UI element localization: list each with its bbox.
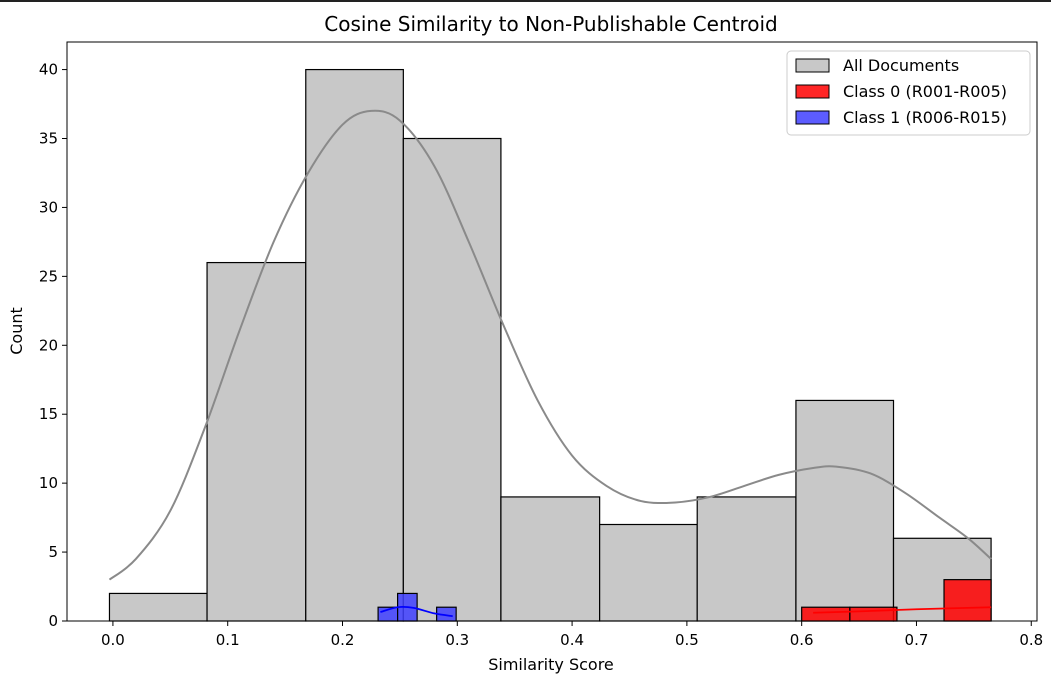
legend-swatch-all-documents [795,58,830,73]
kde-curves [108,109,992,618]
legend: All Documents Class 0 (R001-R005) Class … [786,50,1031,136]
y-tick-label: 25 [39,267,58,285]
y-tick-label: 15 [39,405,58,423]
chart-title: Cosine Similarity to Non-Publishable Cen… [324,12,777,36]
x-tick-label: 0.0 [101,631,125,649]
all-documents-bar-3 [402,137,502,622]
x-axis-label: Similarity Score [488,655,614,674]
class-0-kde-line [813,606,992,614]
legend-box [786,50,1031,136]
y-axis-label: Count [7,307,26,355]
all-documents-bars [108,68,992,622]
x-tick-label: 0.2 [331,631,355,649]
class-0-bar-1 [849,606,898,622]
y-tick-label: 5 [48,543,58,561]
y-tick-label: 30 [39,198,58,216]
y-tick-label: 35 [39,130,58,148]
x-tick-label: 0.7 [905,631,929,649]
x-tick-label: 0.1 [216,631,240,649]
all-documents-bar-7 [795,399,895,622]
legend-swatch-class-1 [795,110,830,125]
x-tick-label: 0.8 [1019,631,1043,649]
all-documents-bar-1 [206,261,307,622]
class-1-kde-line [380,605,453,618]
class-0-bar-2 [943,579,992,622]
all-documents-bar-0 [108,592,208,622]
legend-label-class-1: Class 1 (R006-R015) [843,108,1007,127]
all-documents-bar-4 [500,496,601,622]
class-0-bar-0 [801,606,851,622]
x-tick-label: 0.4 [560,631,584,649]
y-tick-label: 0 [48,612,58,630]
class-1-bars [377,592,457,622]
legend-label-all-documents: All Documents [843,56,959,75]
all-documents-bar-2 [305,68,404,622]
y-tick-label: 40 [39,61,58,79]
y-axis-ticks: 0 5 10 15 20 25 30 35 40 [39,61,67,630]
x-tick-label: 0.6 [790,631,814,649]
top-border-line [0,0,1051,2]
all-documents-bar-6 [696,496,797,622]
x-tick-label: 0.5 [675,631,699,649]
x-tick-label: 0.3 [445,631,469,649]
legend-label-class-0: Class 0 (R001-R005) [843,82,1007,101]
y-tick-label: 20 [39,336,58,354]
all-documents-kde-line [108,109,992,581]
x-axis-ticks: 0.0 0.1 0.2 0.3 0.4 0.5 0.6 0.7 0.8 [101,621,1043,649]
y-tick-label: 10 [39,474,58,492]
all-documents-bar-5 [599,523,698,622]
legend-swatch-class-0 [795,84,830,99]
plot-area-frame [66,41,1038,622]
